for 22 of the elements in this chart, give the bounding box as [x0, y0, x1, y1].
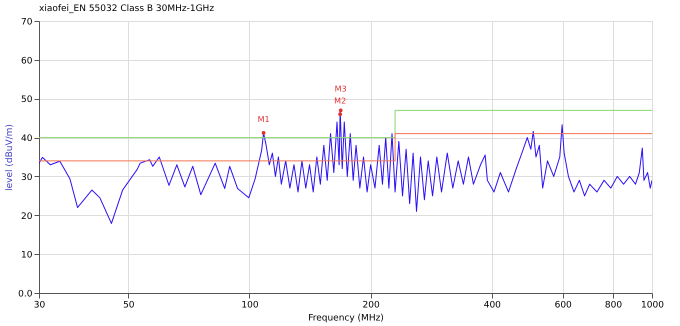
y-tick-label: 50	[21, 95, 33, 106]
x-tick-label: 100	[241, 300, 259, 310]
annotation: M3	[334, 84, 347, 94]
y-tick-label: 40	[21, 134, 33, 144]
annotation: M1	[258, 114, 270, 124]
x-tick-label: 30	[34, 300, 46, 310]
x-tick-label: 50	[123, 300, 135, 310]
x-axis-title: Frequency (MHz)	[308, 314, 384, 324]
y-tick-label: 60	[21, 56, 33, 66]
chart-title: xiaofei_EN 55032 Class B 30MHz-1GHz	[39, 4, 214, 14]
y-tick-label: 30	[21, 172, 33, 183]
y-tick-label: 10	[21, 250, 33, 261]
x-tick-label: 400	[484, 300, 502, 310]
y-tick-label: 70	[21, 18, 33, 28]
x-tick-label: 600	[554, 300, 572, 310]
annotation: M2	[334, 96, 346, 106]
y-tick-label: 0.0	[18, 290, 33, 300]
x-tick-label: 200	[362, 300, 380, 310]
y-axis-title: level (dBuV/m)	[5, 124, 16, 191]
x-tick-label: 1000	[641, 300, 664, 310]
y-tick-label: 20	[21, 212, 33, 222]
x-tick-label: 800	[604, 300, 622, 310]
